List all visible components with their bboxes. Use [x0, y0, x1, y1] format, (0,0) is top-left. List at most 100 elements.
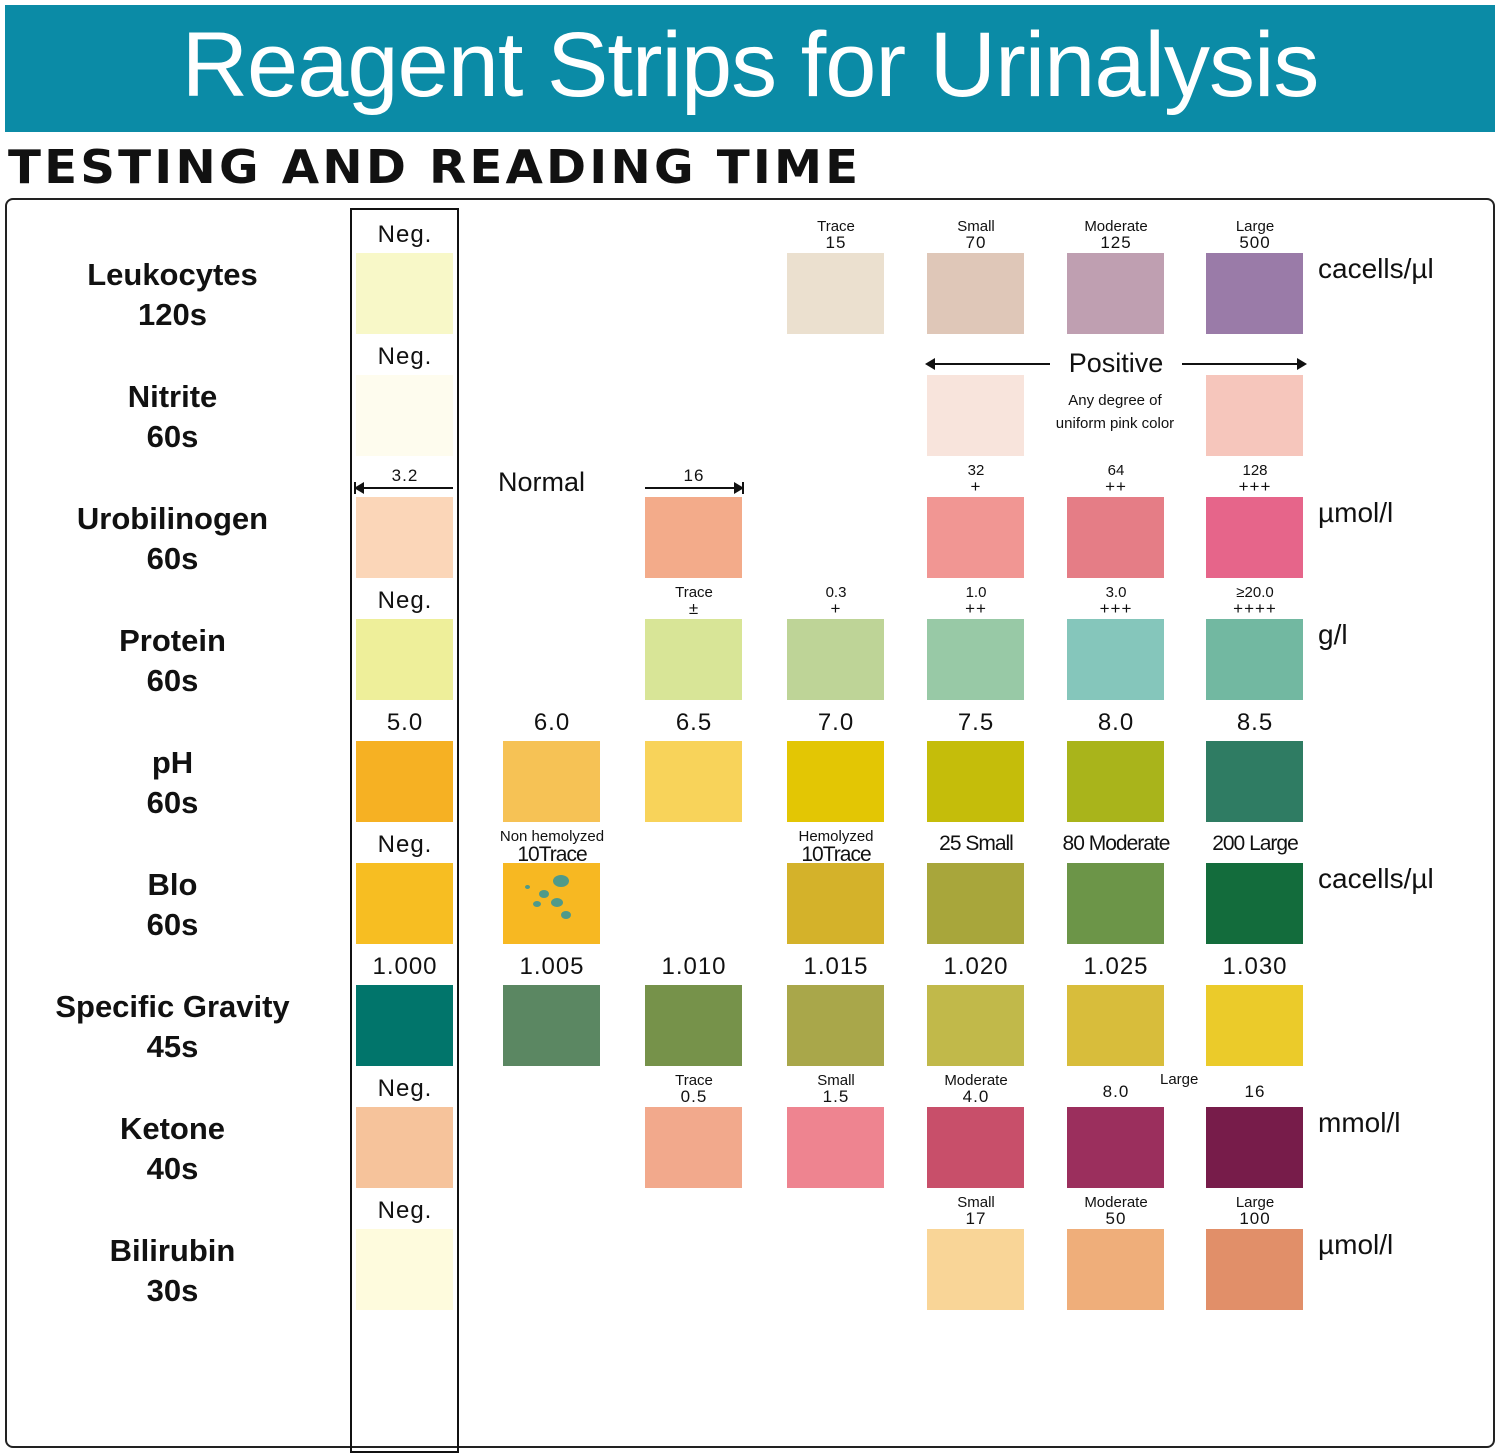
label-line2: 1.010 — [661, 953, 727, 980]
color-swatch — [927, 985, 1024, 1066]
label-line1: ≥20.0 — [1236, 584, 1274, 601]
swatch-label: 1.020 — [901, 955, 1051, 979]
label-line1: Trace — [675, 584, 713, 601]
label-line2: 7.5 — [957, 709, 995, 736]
swatch-label: 0.3 + — [761, 585, 911, 617]
swatch-label: Neg. — [330, 1199, 480, 1223]
color-swatch — [356, 375, 453, 456]
label-line2: 8.0 — [1102, 1082, 1130, 1101]
swatch-label: 1.025 — [1041, 955, 1191, 979]
label-line2: 50 — [1105, 1209, 1127, 1228]
color-swatch — [645, 497, 742, 578]
swatch-label: Moderate 125 — [1041, 219, 1191, 251]
reading-time: 45s — [146, 1029, 199, 1064]
color-swatch — [1206, 497, 1303, 578]
swatch-label: 7.0 — [761, 711, 911, 735]
arrow-head-icon — [354, 482, 364, 494]
color-swatch — [503, 741, 600, 822]
label-line2: 70 — [965, 233, 987, 252]
swatch-label: Neg. — [330, 833, 480, 857]
swatch-label: 7.5 — [901, 711, 1051, 735]
row-name-protein: Protein 60s — [20, 621, 325, 701]
color-swatch — [927, 1229, 1024, 1310]
swatch-label: 64 ++ — [1041, 463, 1191, 495]
analyte-name: Nitrite — [127, 379, 218, 414]
label-line2: + — [830, 599, 842, 618]
range-arrow — [354, 482, 453, 494]
arrow-head-icon — [1297, 358, 1307, 370]
color-swatch — [1067, 741, 1164, 822]
reading-time: 60s — [146, 907, 199, 942]
arrow-tick — [742, 482, 744, 494]
analyte-name: Bilirubin — [109, 1233, 236, 1268]
label-line2: ± — [688, 599, 700, 618]
label-line2: ++ — [965, 599, 987, 618]
label-line2: 1.015 — [803, 953, 869, 980]
color-swatch — [1067, 497, 1164, 578]
unit-label: µmol/l — [1318, 497, 1394, 528]
label-line1: Hemolyzed — [798, 828, 874, 845]
swatch-label: 8.0 — [1041, 1083, 1191, 1100]
swatch-label: 128 +++ — [1180, 463, 1330, 495]
swatch-label: 200 Large — [1180, 833, 1330, 854]
label-line1: 0.3 — [825, 584, 847, 601]
analyte-name: Protein — [119, 623, 226, 658]
analyte-name: Ketone — [119, 1111, 226, 1146]
arrow-head-icon — [734, 482, 744, 494]
color-swatch — [356, 497, 453, 578]
label-line2: 8.0 — [1097, 709, 1135, 736]
label-line2: 1.030 — [1222, 953, 1288, 980]
label-line2: 1.025 — [1083, 953, 1149, 980]
analyte-name: Urobilinogen — [76, 501, 269, 536]
label-line2: 10Trace — [801, 843, 871, 866]
analyte-name: Blo — [147, 867, 198, 902]
unit-label: cacells/µl — [1318, 863, 1434, 894]
label-line2: 200 Large — [1212, 832, 1299, 855]
color-swatch — [1067, 1107, 1164, 1188]
label-line2: 1.5 — [822, 1087, 850, 1106]
swatch-label: Large 100 — [1180, 1195, 1330, 1227]
color-swatch — [787, 985, 884, 1066]
color-swatch — [356, 985, 453, 1066]
swatch-label: Neg. — [330, 589, 480, 613]
color-swatch — [1067, 985, 1164, 1066]
label-line2: 1.000 — [372, 953, 438, 980]
swatch-label: Moderate 4.0 — [901, 1073, 1051, 1105]
reading-time: 60s — [146, 785, 199, 820]
analyte-name: Specific Gravity — [55, 989, 290, 1024]
analyte-name: pH — [151, 745, 194, 780]
swatch-label: 1.0 ++ — [901, 585, 1051, 617]
swatch-label: ≥20.0 ++++ — [1180, 585, 1330, 617]
label-line2: 16 — [1244, 1082, 1266, 1101]
label-line2: 10Trace — [517, 843, 587, 866]
swatch-label: 3.0 +++ — [1041, 585, 1191, 617]
label-line2: +++ — [1238, 477, 1272, 496]
color-swatch — [356, 863, 453, 944]
reading-time: 60s — [146, 419, 199, 454]
color-swatch — [787, 253, 884, 334]
color-swatch — [356, 1107, 453, 1188]
label-line2: 17 — [965, 1209, 987, 1228]
swatch-label: 8.5 — [1180, 711, 1330, 735]
hemolyzed-spot — [539, 890, 549, 898]
swatch-label: 3.2 — [330, 467, 480, 484]
row-name-nitrite: Nitrite 60s — [20, 377, 325, 457]
range-arrow — [645, 482, 744, 494]
swatch-label: Large 500 — [1180, 219, 1330, 251]
label-line1: Large — [1235, 218, 1275, 235]
label-line1: 64 — [1107, 462, 1125, 479]
hemolyzed-spot — [553, 875, 569, 887]
label-line1: Moderate — [1084, 218, 1148, 235]
label-line2: 6.0 — [533, 709, 571, 736]
swatch-label: 1.010 — [619, 955, 769, 979]
swatch-label: 16 — [619, 467, 769, 484]
label-line1: Trace — [817, 218, 855, 235]
swatch-label: Neg. — [330, 1077, 480, 1101]
label-line2: Neg. — [377, 831, 433, 858]
row-name-urobilinogen: Urobilinogen 60s — [20, 499, 325, 579]
color-swatch — [927, 619, 1024, 700]
positive-note: Any degree of uniform pink color — [1030, 389, 1200, 435]
color-swatch — [787, 863, 884, 944]
color-swatch — [1206, 741, 1303, 822]
swatch-label: Trace 15 — [761, 219, 911, 251]
